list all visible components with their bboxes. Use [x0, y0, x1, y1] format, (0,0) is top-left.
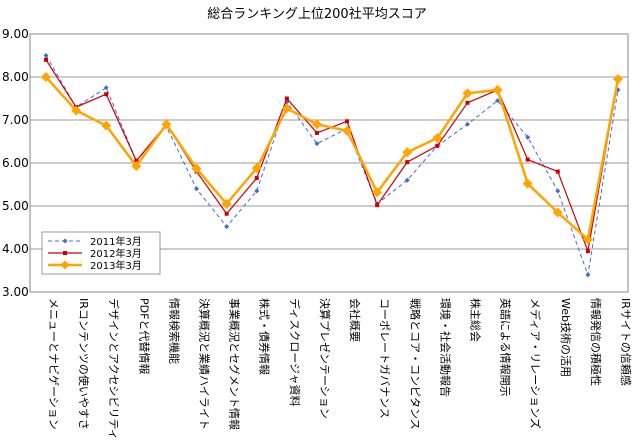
data-point — [161, 119, 172, 130]
legend-item: 2012年3月 — [48, 247, 142, 260]
data-point — [314, 130, 319, 135]
x-tick-label: 決算概況と業績ハイライト — [198, 298, 212, 430]
series-3 — [41, 72, 623, 245]
x-tick-label: IRサイトの信頼感 — [619, 298, 632, 386]
data-point — [555, 169, 560, 174]
data-point — [221, 198, 232, 209]
y-tick-label: 4.00 — [2, 242, 29, 256]
legend-label: 2013年3月 — [90, 259, 142, 272]
x-tick-label: 株式・債券情報 — [258, 298, 272, 375]
data-point — [254, 176, 259, 181]
data-point — [492, 84, 503, 95]
legend-label: 2012年3月 — [90, 247, 142, 260]
y-tick-label: 8.00 — [2, 70, 29, 84]
data-point — [131, 161, 142, 172]
x-tick-label: Web技術の活用 — [559, 298, 572, 377]
data-point — [522, 178, 533, 189]
x-tick-label: 戦略とコア・コンピタンス — [408, 298, 422, 430]
data-point — [555, 188, 561, 194]
data-point — [71, 105, 82, 116]
data-point — [224, 211, 229, 216]
x-tick-label: メディア・リレーションズ — [529, 298, 543, 429]
data-point — [464, 121, 470, 127]
data-point — [224, 224, 230, 230]
data-point — [345, 119, 350, 124]
x-tick-label: 決算プレゼンテーション — [318, 298, 332, 419]
y-tick-label: 7.00 — [2, 113, 29, 127]
data-point — [375, 203, 380, 208]
y-tick-label: 6.00 — [2, 156, 29, 170]
x-tick-label: コーポレートガバナンス — [378, 298, 391, 419]
x-tick-label: 情報発信の積極性 — [589, 298, 603, 386]
data-point — [432, 133, 443, 144]
x-tick-label: 情報検索機能 — [167, 298, 181, 364]
x-tick-label: 会社概要 — [348, 298, 362, 342]
data-point — [281, 103, 292, 114]
data-point — [462, 88, 473, 99]
data-point — [194, 186, 200, 192]
data-point — [44, 57, 48, 62]
data-point — [465, 100, 470, 105]
legend-label: 2011年3月 — [90, 235, 142, 248]
x-tick-label: 株主総会 — [468, 298, 482, 342]
data-point — [284, 96, 289, 101]
data-point — [191, 163, 202, 174]
legend-marker — [60, 260, 70, 270]
data-point — [582, 234, 593, 245]
legend-item: 2011年3月 — [48, 235, 142, 248]
data-point — [103, 85, 109, 91]
x-tick-label: ディスクロージャ資料 — [288, 298, 302, 406]
data-point — [311, 119, 322, 130]
data-point — [372, 187, 383, 198]
legend-marker — [63, 251, 67, 255]
data-point — [134, 158, 139, 163]
x-tick-label: 環境・社会活動報告 — [438, 298, 452, 397]
data-point — [342, 125, 353, 136]
y-tick-label: 3.00 — [2, 285, 29, 299]
legend-item: 2013年3月 — [48, 259, 142, 272]
data-point — [41, 72, 51, 82]
data-point — [104, 92, 109, 97]
data-point — [585, 272, 591, 278]
data-point — [404, 177, 410, 183]
x-tick-label: PDFと代替情報 — [137, 298, 151, 374]
data-point — [402, 147, 413, 158]
x-tick-label: 事業概況とセグメント情報 — [228, 298, 242, 430]
x-tick-label: デザインとアクセシビリティ — [107, 298, 121, 440]
y-tick-label: 5.00 — [2, 199, 29, 213]
data-point — [435, 143, 440, 148]
x-tick-label: 英語による情報開示 — [499, 298, 513, 397]
chart-title: 総合ランキング上位200社平均スコア — [207, 7, 427, 22]
data-point — [495, 98, 501, 104]
series-lines — [41, 53, 623, 278]
y-tick-label: 9.00 — [2, 27, 29, 41]
data-point — [101, 120, 112, 131]
data-point — [405, 160, 410, 165]
data-point — [251, 163, 262, 174]
data-point — [43, 53, 49, 58]
data-point — [613, 74, 623, 85]
series-line — [45, 76, 620, 242]
data-point — [552, 207, 563, 218]
x-tick-label: メニューとナビゲーション — [47, 298, 60, 430]
x-tick-label: IRコンテンツの使いやすさ — [77, 298, 90, 430]
data-point — [585, 249, 590, 254]
x-axis-ticks: メニューとナビゲーション IRコンテンツの使いやすさ デザインとアクセシビリティ PD… — [47, 298, 632, 440]
legend-marker — [62, 238, 68, 244]
data-point — [254, 188, 260, 194]
data-point — [525, 157, 530, 162]
data-point — [314, 141, 320, 147]
y-axis-ticks: 9.00 8.00 7.00 6.00 5.00 4.00 3.00 — [2, 27, 29, 299]
data-point — [525, 134, 531, 140]
